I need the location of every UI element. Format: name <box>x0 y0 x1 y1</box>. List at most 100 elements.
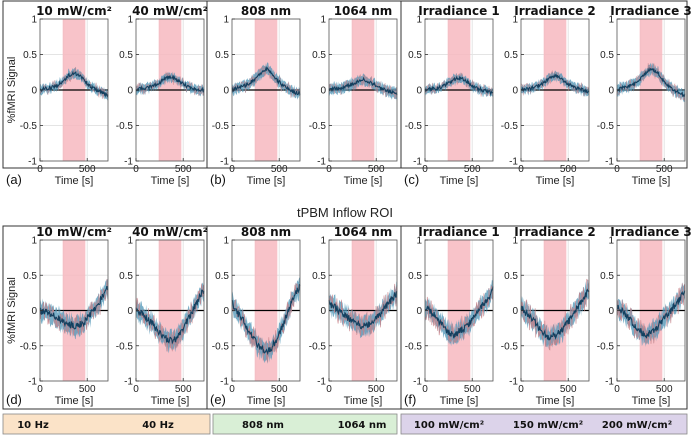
y-tick-label: -0.5 <box>501 341 519 352</box>
individual-trace <box>135 71 205 96</box>
mean-trace <box>39 70 109 98</box>
panel-group-label: (b) <box>210 172 226 187</box>
y-tick-label: 0 <box>127 306 133 317</box>
panel-title: 1064 nm <box>334 225 393 239</box>
legend-label: 10 Hz <box>17 420 49 431</box>
panel-group-label: (f) <box>404 392 416 407</box>
x-tick-label: 0 <box>614 164 620 175</box>
y-tick-label: -1 <box>220 377 229 388</box>
x-tick-label: 500 <box>79 384 96 395</box>
y-tick-label: 1 <box>320 15 326 26</box>
panel-group-label: (a) <box>6 172 22 187</box>
y-tick-label: 0.5 <box>23 271 37 282</box>
individual-trace <box>328 73 398 100</box>
x-axis-label: Time [s] <box>536 175 575 187</box>
x-tick-label: 500 <box>368 164 385 175</box>
panel-group-label: (d) <box>6 392 22 407</box>
panel-title: 40 mW/cm² <box>132 4 208 18</box>
x-tick-label: 0 <box>229 164 235 175</box>
panel-title: Irradiance 2 <box>514 225 596 239</box>
group-frame <box>400 225 688 410</box>
y-tick-label: -1 <box>413 157 422 168</box>
x-tick-label: 0 <box>229 384 235 395</box>
x-tick-label: 0 <box>326 384 332 395</box>
panel-group-label: (e) <box>210 392 226 407</box>
mean-trace <box>520 73 590 94</box>
mean-trace <box>135 289 205 345</box>
y-tick-label: 0.5 <box>408 271 422 282</box>
y-tick-label: 1 <box>320 236 326 247</box>
y-tick-label: 0 <box>608 86 614 97</box>
x-axis-label: Time [s] <box>344 175 383 187</box>
x-tick-label: 0 <box>326 164 332 175</box>
y-tick-label: 0 <box>416 86 422 97</box>
y-tick-label: 0 <box>127 86 133 97</box>
panel-group-label: (c) <box>404 172 419 187</box>
y-tick-label: 1 <box>127 15 133 26</box>
y-tick-label: -1 <box>605 377 614 388</box>
legend-box <box>212 413 398 435</box>
y-tick-label: 1 <box>127 236 133 247</box>
panel-title: 10 mW/cm² <box>36 4 112 18</box>
legend-box <box>400 413 688 435</box>
x-tick-label: 500 <box>271 384 288 395</box>
mean-trace <box>424 75 494 97</box>
x-axis-label: Time [s] <box>247 395 286 407</box>
y-tick-label: -1 <box>220 157 229 168</box>
row-title: tPBM Inflow ROI <box>297 205 393 220</box>
y-tick-label: 1 <box>608 15 614 26</box>
y-tick-label: -0.5 <box>309 341 327 352</box>
x-tick-label: 500 <box>656 164 673 175</box>
x-axis-label: Time [s] <box>55 175 94 187</box>
panel-title: 808 nm <box>241 225 291 239</box>
panel-title: Irradiance 2 <box>514 4 596 18</box>
y-tick-label: 0.5 <box>119 271 133 282</box>
y-tick-label: 0 <box>416 306 422 317</box>
x-tick-label: 500 <box>271 164 288 175</box>
y-tick-label: -0.5 <box>212 121 230 132</box>
x-tick-label: 0 <box>37 164 43 175</box>
y-tick-label: 0 <box>223 86 229 97</box>
x-tick-label: 0 <box>422 164 428 175</box>
legend-label: 1064 nm <box>338 420 387 431</box>
panel-title: 10 mW/cm² <box>36 225 112 239</box>
x-tick-label: 500 <box>368 384 385 395</box>
y-tick-label: 0 <box>512 306 518 317</box>
legend-label: 100 mW/cm² <box>414 420 484 431</box>
x-tick-label: 500 <box>560 164 577 175</box>
legend-label: 40 Hz <box>142 420 174 431</box>
mean-trace <box>520 288 590 341</box>
mean-trace <box>135 74 205 94</box>
x-tick-label: 500 <box>656 384 673 395</box>
y-tick-label: 1 <box>512 236 518 247</box>
sd-band <box>329 73 397 102</box>
x-axis-label: Time [s] <box>55 395 94 407</box>
y-tick-label: 0.5 <box>23 50 37 61</box>
y-tick-label: -1 <box>28 377 37 388</box>
y-tick-label: -1 <box>317 377 326 388</box>
y-tick-label: -0.5 <box>20 121 38 132</box>
y-tick-label: 0 <box>31 306 37 317</box>
panel-title: 40 mW/cm² <box>132 225 208 239</box>
group-frame <box>400 0 688 169</box>
x-tick-label: 500 <box>560 384 577 395</box>
y-tick-label: -0.5 <box>501 121 519 132</box>
y-tick-label: 0.5 <box>408 50 422 61</box>
y-tick-label: 0 <box>31 86 37 97</box>
y-tick-label: 0.5 <box>504 271 518 282</box>
individual-trace <box>39 279 109 336</box>
mean-trace <box>616 67 686 98</box>
y-tick-label: 0.5 <box>119 50 133 61</box>
x-tick-label: 0 <box>422 384 428 395</box>
y-tick-label: 0.5 <box>312 271 326 282</box>
y-tick-label: 1 <box>223 15 229 26</box>
